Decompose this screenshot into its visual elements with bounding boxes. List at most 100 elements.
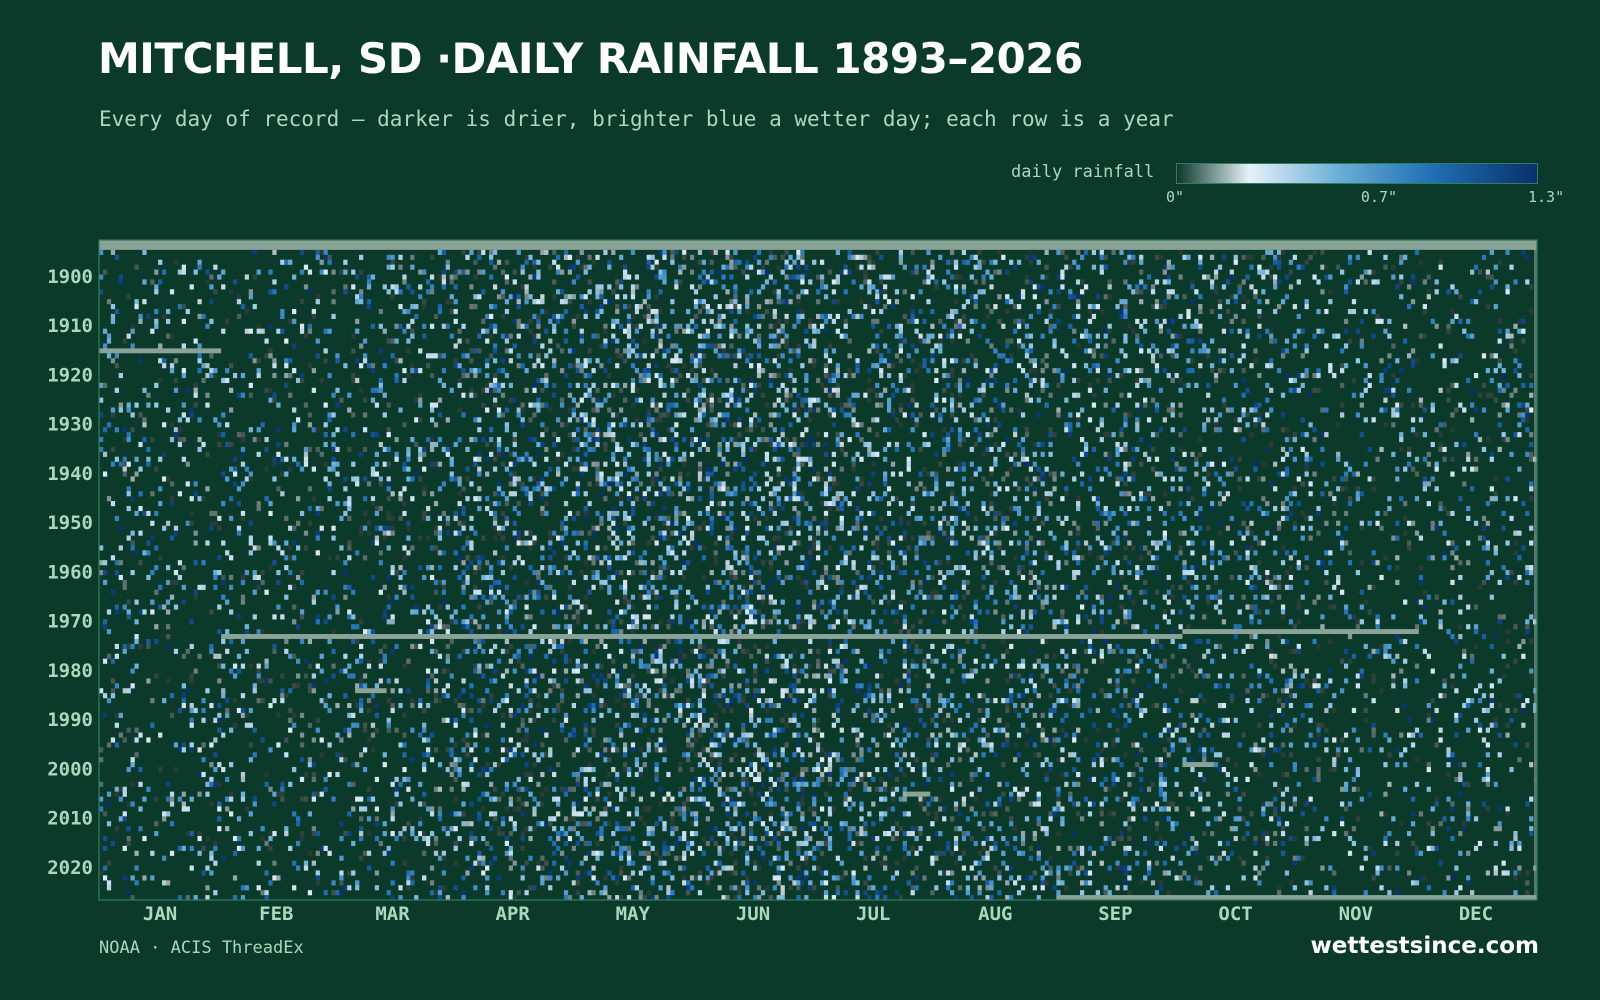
day-cell [504,259,510,265]
day-cell [989,382,994,388]
day-cell [1150,540,1156,546]
day-cell [303,333,309,339]
day-cell [162,363,167,369]
day-cell [1111,249,1116,255]
day-cell [457,476,462,482]
day-cell [406,476,411,482]
day-cell [717,304,722,310]
day-cell [1304,451,1309,457]
day-cell [556,437,561,443]
day-cell [989,555,994,561]
day-cell [1320,264,1325,270]
day-cell [1430,555,1435,561]
day-cell [256,372,261,379]
day-cell [646,368,651,374]
day-cell [1210,407,1215,413]
day-cell [1217,530,1223,536]
day-cell [500,313,506,320]
day-cell [630,422,636,428]
day-cell [942,387,947,393]
day-cell [934,397,939,403]
day-cell [1517,363,1522,369]
day-cell [154,545,159,551]
day-cell [1178,486,1183,492]
day-cell [1099,437,1104,443]
day-cell [1076,392,1081,398]
day-cell [205,323,210,329]
day-cell [619,407,624,413]
day-cell [559,540,565,546]
day-cell [205,486,210,492]
day-cell [1269,407,1274,413]
day-cell [713,372,718,379]
day-cell [1009,259,1014,265]
day-cell [221,412,226,418]
day-cell [745,308,750,315]
day-cell [1308,422,1313,428]
day-cell [697,343,703,349]
day-cell [607,427,612,433]
day-cell [1158,328,1164,334]
day-cell [138,412,143,418]
day-cell [559,520,565,526]
day-cell [910,313,915,320]
day-cell [102,427,108,433]
day-cell [993,397,998,403]
day-cell [1040,451,1045,457]
day-cell [969,254,974,260]
day-cell [1434,323,1439,329]
day-cell [1292,437,1297,443]
day-cell [725,377,730,384]
day-cell [859,476,864,482]
day-cell [1210,368,1215,374]
day-cell [567,348,573,354]
day-cell [611,437,616,443]
day-cell [969,328,974,334]
day-cell [292,555,297,561]
day-cell [666,333,671,339]
day-cell [717,451,722,457]
day-cell [552,432,557,438]
day-cell [130,412,135,418]
day-cell [429,417,435,423]
day-cell [1119,491,1124,497]
day-cell [831,407,837,413]
day-cell [351,377,356,384]
day-cell [1375,279,1380,285]
day-cell [981,501,986,507]
day-cell [1040,333,1045,339]
day-cell [816,525,821,531]
day-cell [544,372,549,379]
day-cell [867,451,872,457]
day-cell [949,358,955,364]
day-cell [492,382,498,388]
day-cell [1048,432,1053,438]
day-cell [500,333,506,339]
day-cell [461,510,466,517]
day-cell [682,565,687,571]
day-cell [843,555,848,561]
day-cell [674,284,679,290]
day-cell [638,397,643,403]
day-cell [1013,318,1018,324]
day-cell [949,372,955,379]
day-cell [429,402,435,408]
day-cell [563,545,569,551]
day-cell [993,259,998,265]
day-cell [1068,427,1073,433]
day-cell [788,530,793,536]
day-cell [1060,496,1065,502]
day-cell [1237,289,1242,295]
day-cell [552,313,557,320]
day-cell [697,417,703,423]
day-cell [221,471,226,477]
day-cell [1162,299,1167,305]
day-cell [548,530,553,536]
day-cell [1481,545,1487,551]
day-cell [453,299,458,305]
day-cell [733,525,738,531]
day-cell [1194,382,1199,388]
day-cell [607,358,612,364]
day-cell [1450,382,1455,388]
day-cell [1521,249,1526,255]
